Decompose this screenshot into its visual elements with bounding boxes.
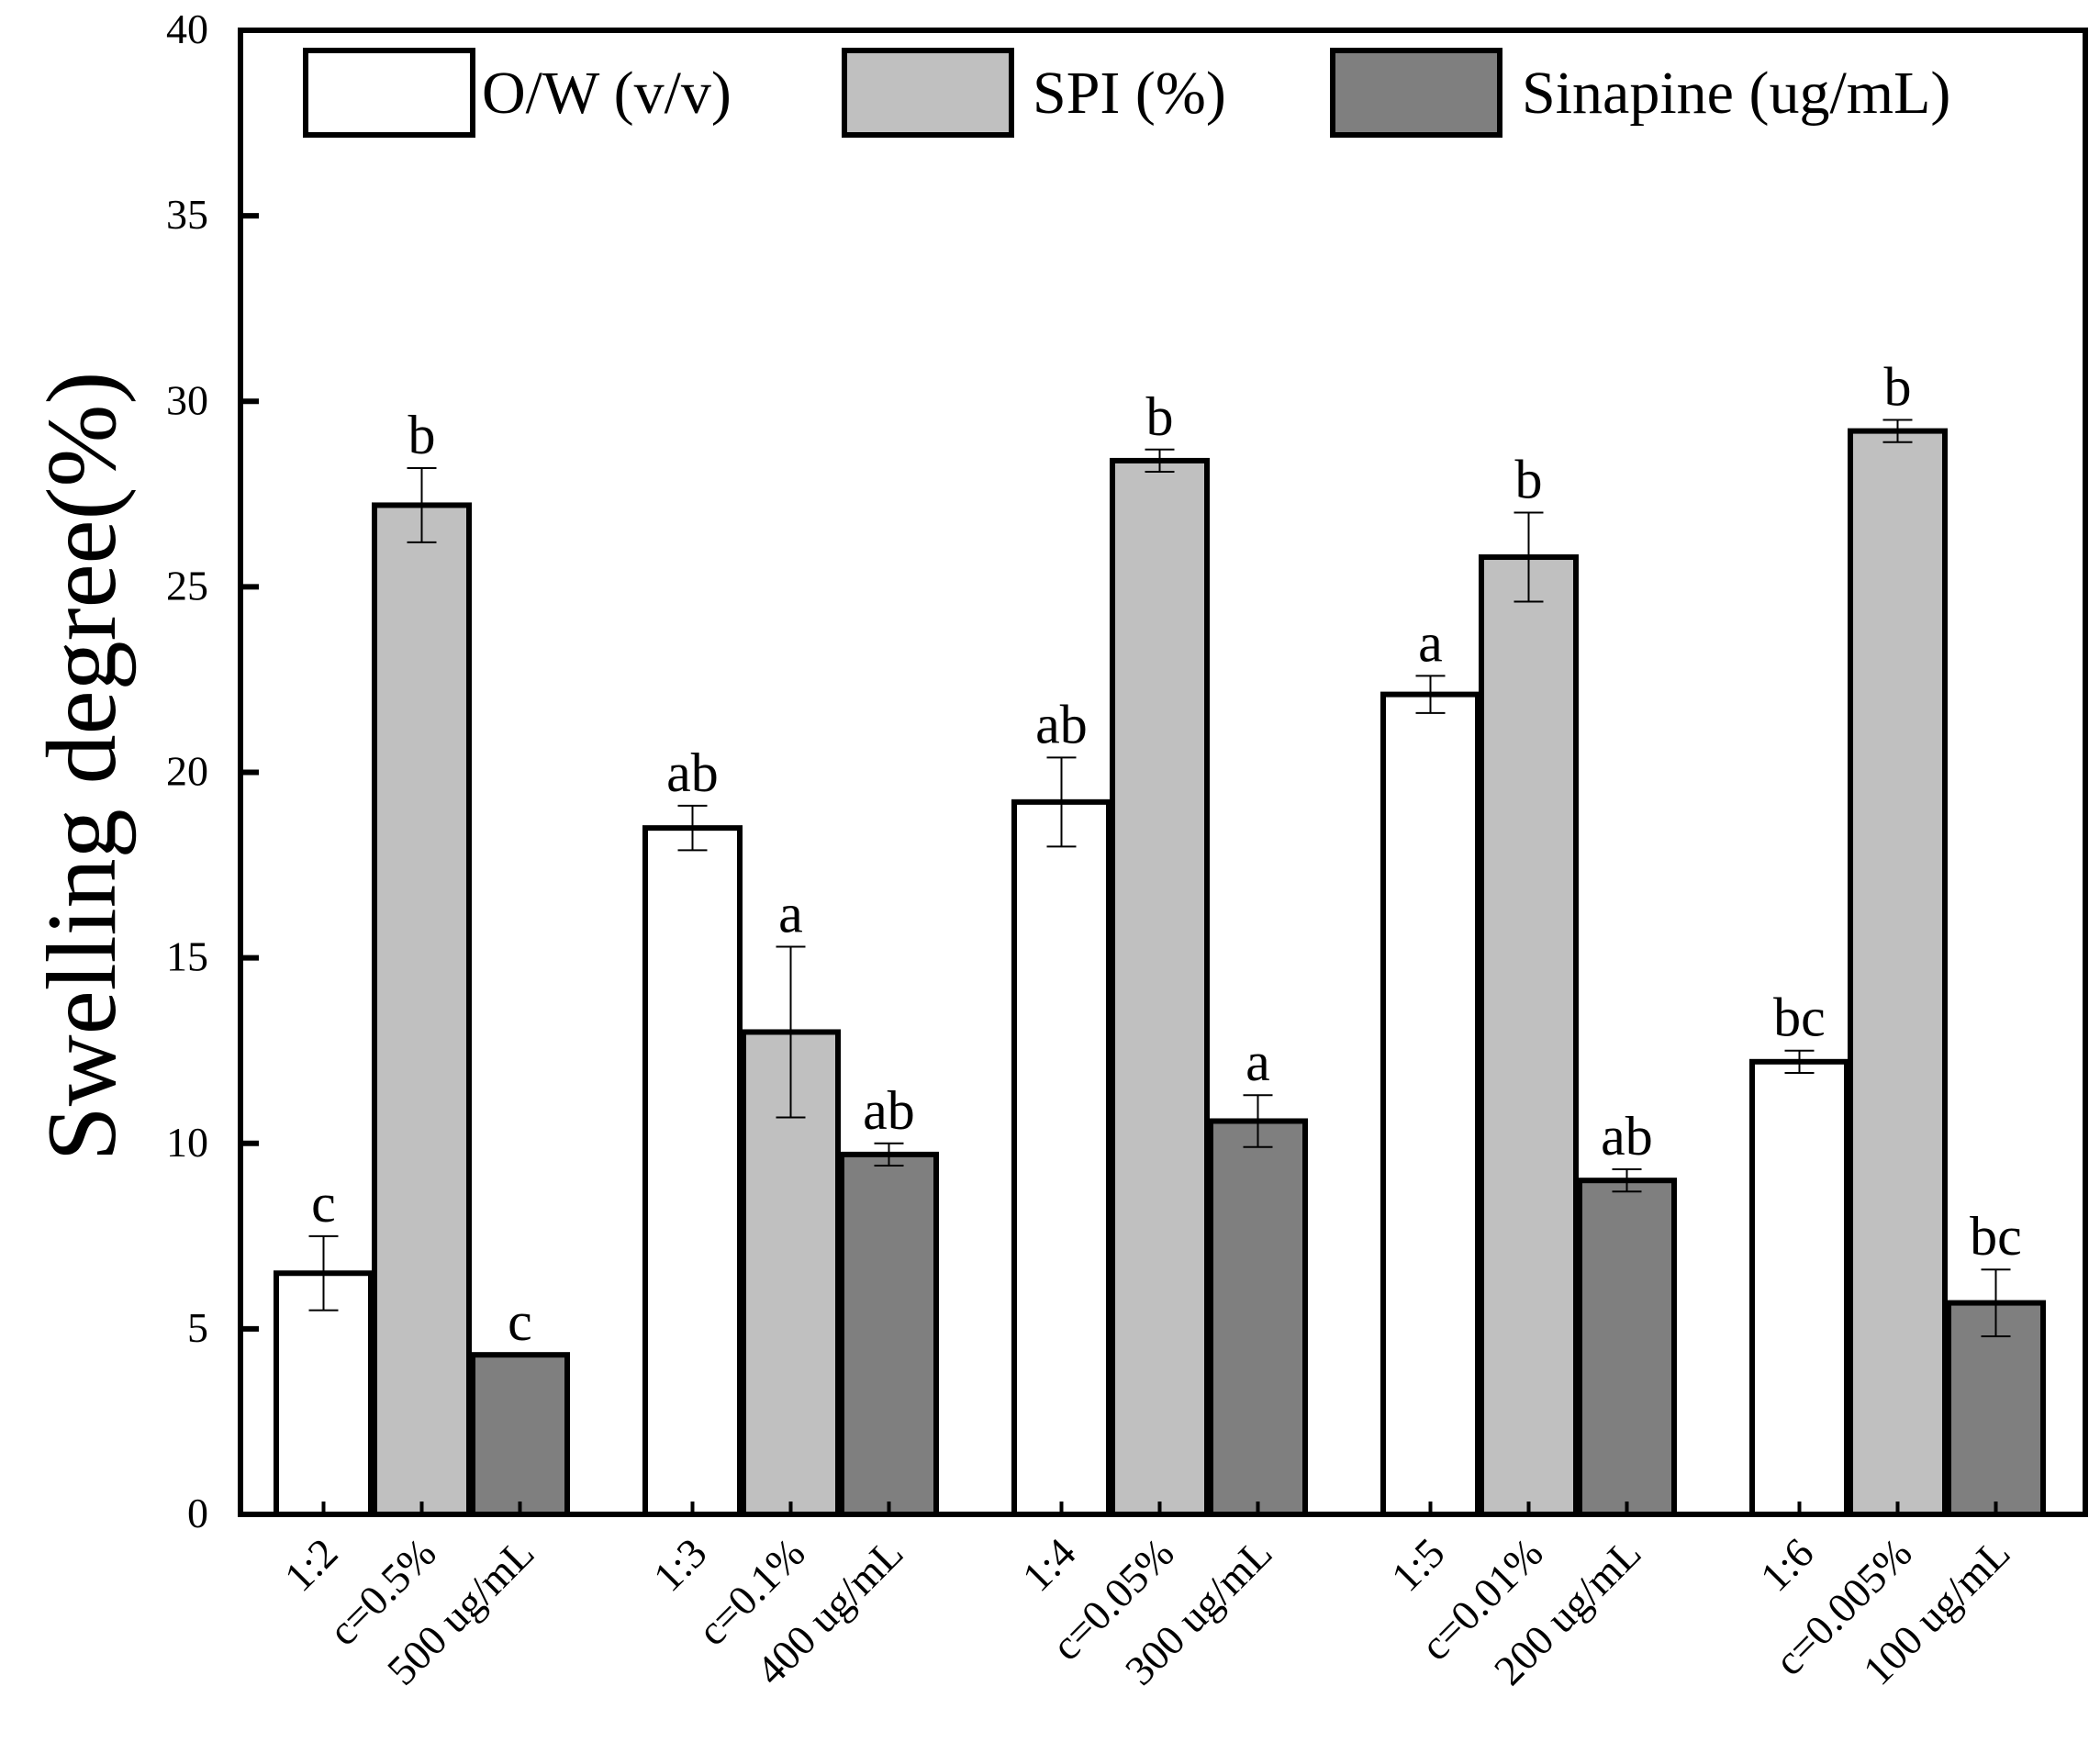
bar-ow [1011, 798, 1111, 1517]
x-tick-label: 1:6 [1751, 1529, 1823, 1601]
y-tick-label: 5 [187, 1304, 208, 1351]
legend-swatch-sinapine [1330, 48, 1502, 138]
significance-letter: a [1418, 612, 1443, 673]
y-tick-label: 35 [166, 191, 208, 238]
significance-letter: a [1245, 1032, 1270, 1092]
bar-sinapine [1577, 1178, 1677, 1518]
bar-ow [1380, 691, 1480, 1517]
significance-letter: b [1515, 450, 1543, 510]
y-tick-label: 15 [166, 933, 208, 980]
bar-spi [372, 502, 472, 1518]
significance-letter: bc [1773, 988, 1826, 1048]
legend-label-ow: O/W (v/v) [482, 60, 732, 127]
significance-letter: ab [863, 1080, 915, 1141]
bar-ow [1749, 1058, 1849, 1517]
y-tick-label: 20 [166, 748, 208, 795]
y-tick-label: 10 [166, 1119, 208, 1166]
significance-letter: bc [1970, 1206, 2022, 1267]
significance-letter: b [1884, 356, 1912, 417]
bar-sinapine [839, 1151, 939, 1517]
significance-letter: c [311, 1173, 336, 1234]
significance-letter: a [778, 883, 803, 943]
legend: O/W (v/v) SPI (%) Sinapine (ug/mL) [303, 48, 1950, 138]
y-axis-label: Swelling degree(%) [28, 372, 137, 1162]
x-axis-tick-labels: 1:2c=0.5%500 ug/mL 1:3c=0.1%400 ug/mL 1:4c… [275, 1529, 2019, 1694]
bar-ow [642, 825, 743, 1517]
y-tick-label: 40 [166, 6, 208, 52]
legend-label-spi: SPI (%) [1033, 60, 1226, 127]
bar-spi [1110, 457, 1210, 1517]
y-tick-label: 25 [166, 562, 208, 609]
bar-spi [1848, 428, 1948, 1518]
significance-letter: ab [1601, 1106, 1653, 1167]
x-tick-label: 1:4 [1013, 1529, 1085, 1601]
significance-letter: ab [666, 743, 719, 803]
legend-swatch-ow [303, 48, 475, 138]
legend-swatch-spi [842, 48, 1014, 138]
significance-letter: b [1146, 386, 1174, 447]
y-tick-label: 0 [187, 1490, 208, 1536]
y-tick-label: 30 [166, 376, 208, 423]
significance-letter: ab [1035, 694, 1088, 754]
bar-spi [1479, 554, 1579, 1517]
x-tick-label: 1:3 [644, 1529, 716, 1601]
bar-sinapine [1208, 1118, 1308, 1517]
x-tick-label: 1:5 [1382, 1529, 1454, 1601]
significance-letter: b [408, 405, 436, 465]
y-axis: 0 5 10 15 20 25 30 35 40 [166, 6, 259, 1536]
plot-frame [238, 28, 2088, 1517]
x-tick-label: 1:2 [275, 1529, 347, 1601]
significance-letter: c [508, 1291, 532, 1352]
bar-sinapine [470, 1352, 570, 1517]
legend-label-sinapine: Sinapine (ug/mL) [1522, 60, 1950, 127]
